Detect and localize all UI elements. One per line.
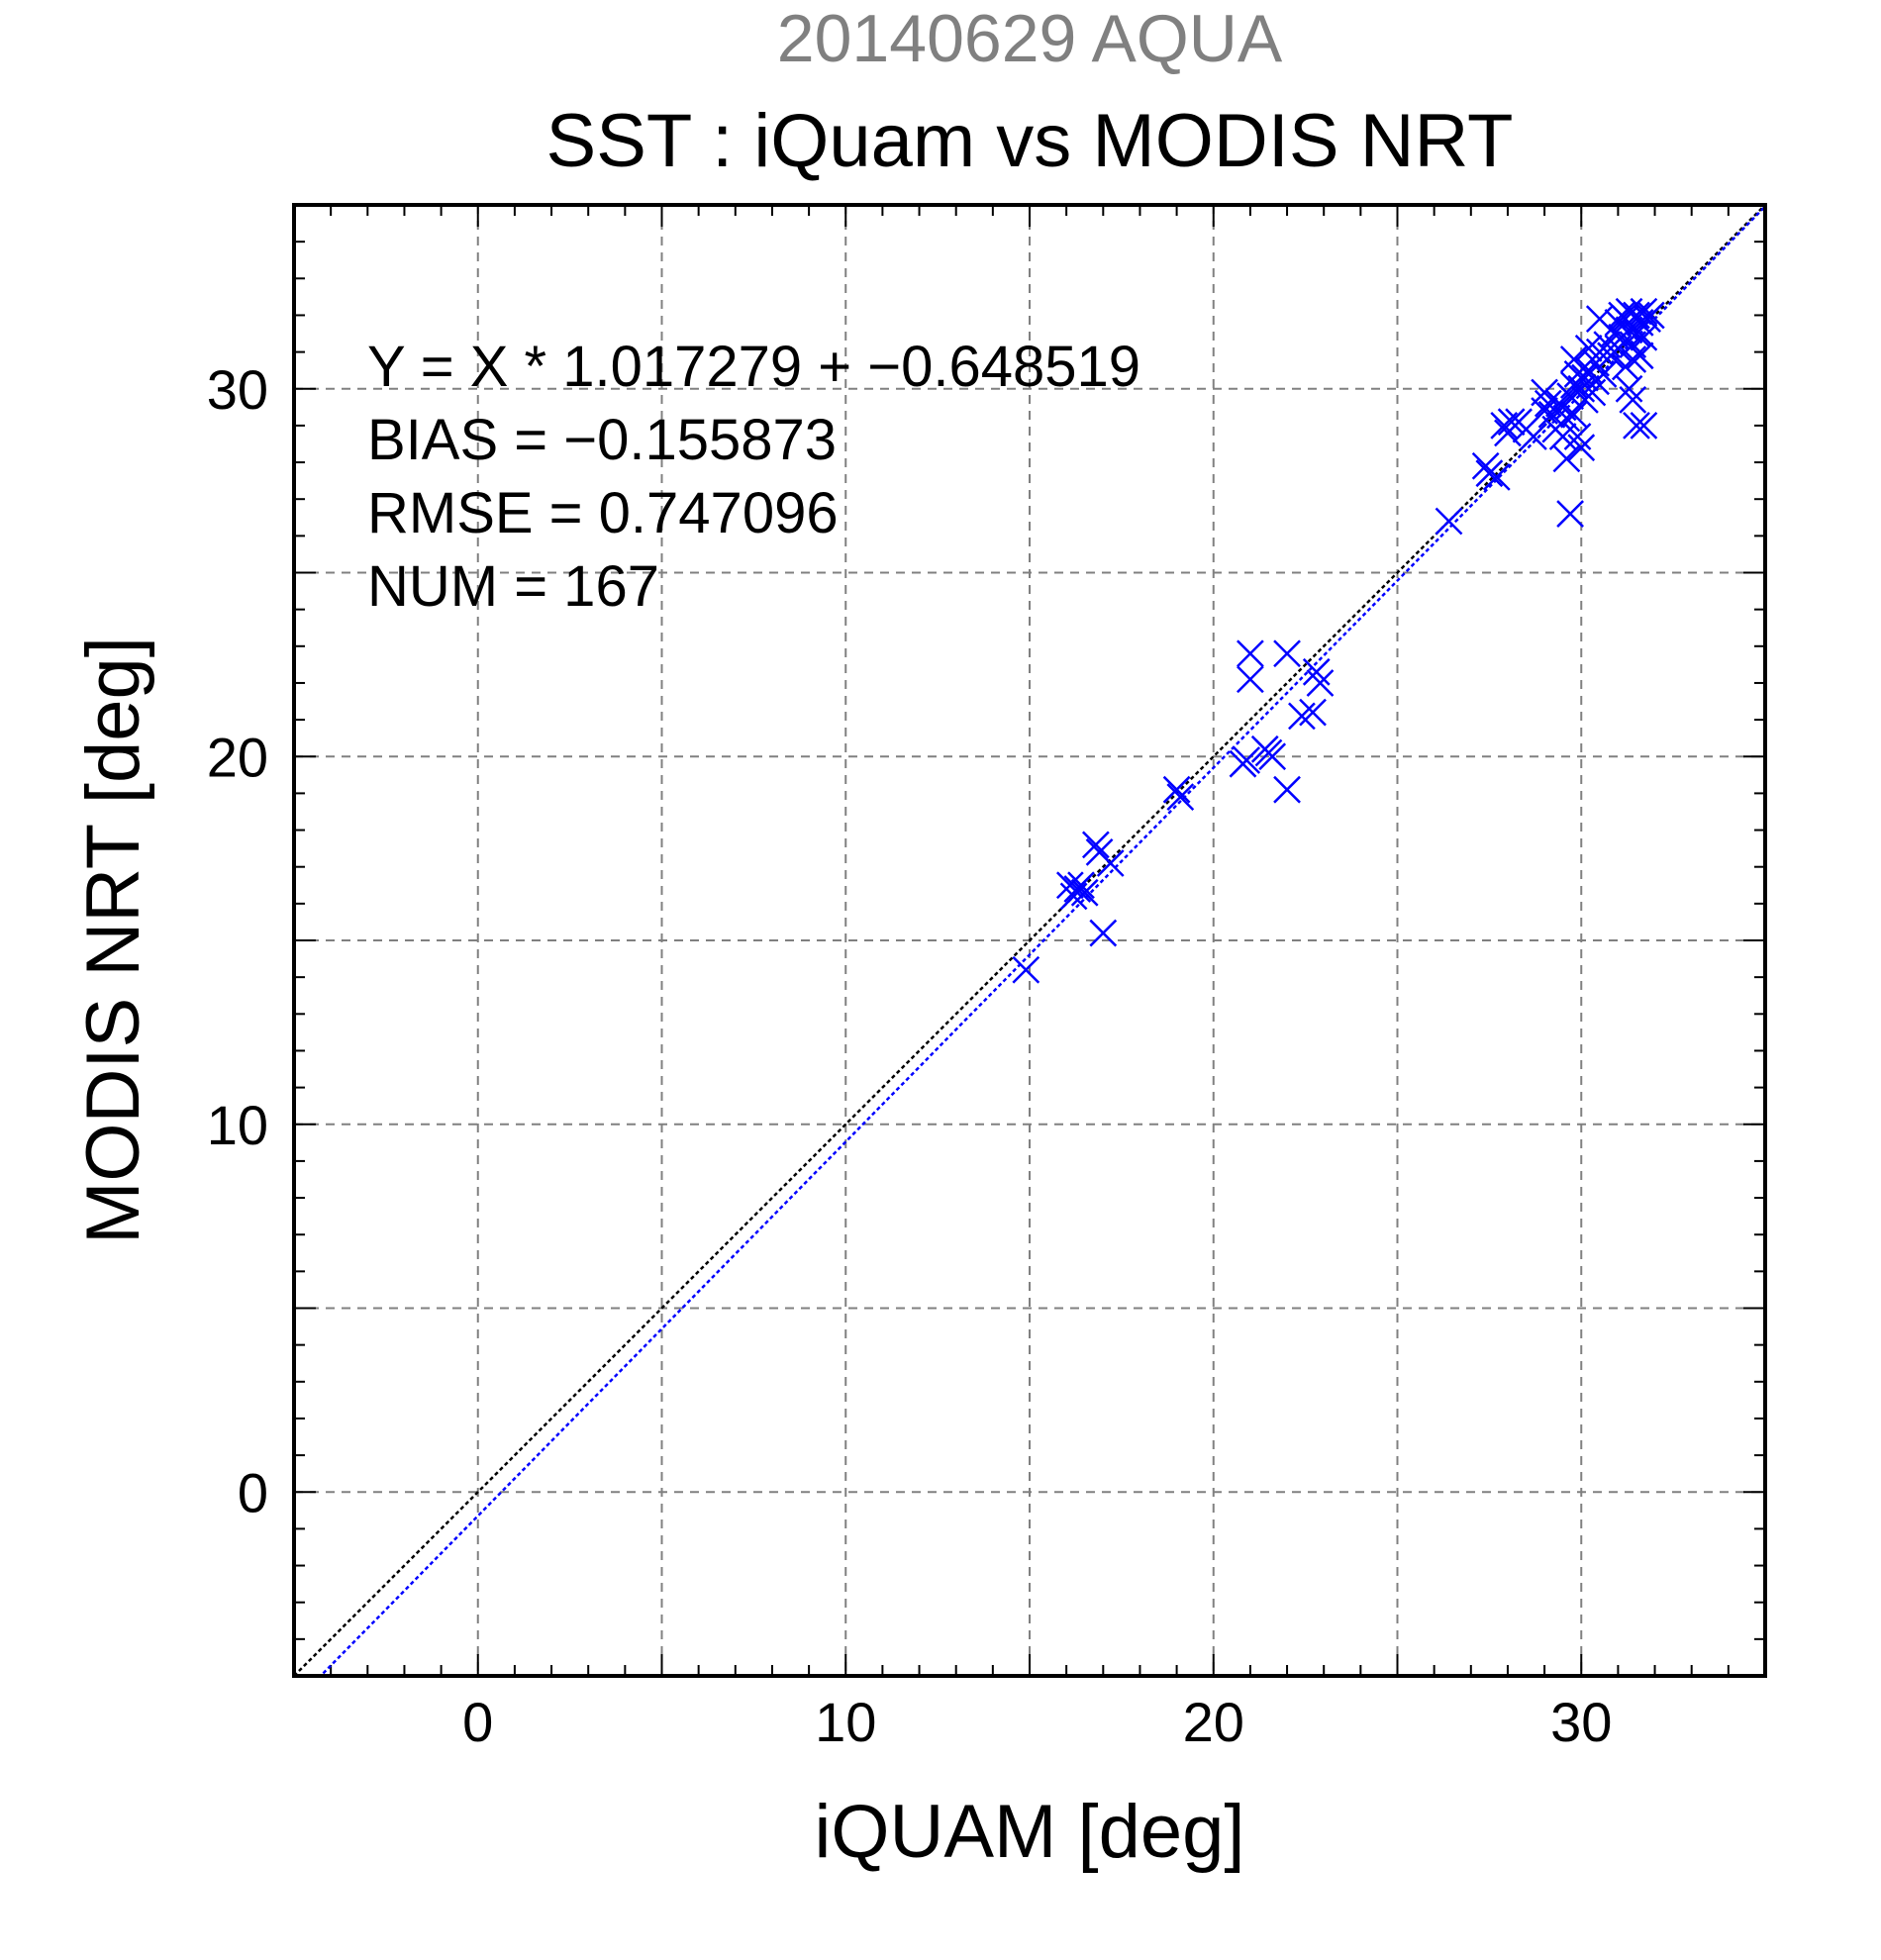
data-point bbox=[1589, 360, 1618, 388]
data-point bbox=[1258, 742, 1287, 771]
data-point bbox=[1520, 423, 1547, 450]
data-point bbox=[1162, 775, 1191, 804]
y-tick-label: 20 bbox=[207, 726, 268, 788]
data-point bbox=[1578, 378, 1607, 407]
data-point bbox=[1626, 342, 1654, 370]
data-point bbox=[1089, 919, 1118, 947]
y-tick-labels: 0 10 20 30 bbox=[207, 358, 268, 1524]
data-point bbox=[1585, 305, 1614, 334]
data-point bbox=[1552, 444, 1581, 473]
data-point bbox=[1435, 507, 1463, 536]
data-point bbox=[1559, 400, 1588, 429]
x-tick-label: 30 bbox=[1550, 1691, 1612, 1753]
y-tick-label: 0 bbox=[238, 1461, 268, 1523]
y-axis-label: MODIS NRT [deg] bbox=[71, 637, 155, 1244]
data-point bbox=[1630, 412, 1658, 440]
grid-lines bbox=[294, 205, 1765, 1676]
data-point bbox=[1619, 386, 1647, 414]
data-point bbox=[1273, 775, 1301, 804]
stats-rmse: RMSE = 0.747096 bbox=[367, 481, 839, 545]
plot-frame bbox=[292, 203, 1767, 1678]
data-point bbox=[1233, 746, 1261, 774]
data-point bbox=[1623, 320, 1650, 347]
data-point bbox=[1556, 500, 1584, 528]
identity-line bbox=[294, 205, 1765, 1676]
data-point bbox=[1288, 702, 1316, 731]
data-point bbox=[1166, 783, 1195, 811]
data-point bbox=[1548, 423, 1577, 450]
data-point bbox=[1306, 669, 1335, 697]
data-point bbox=[1012, 955, 1040, 984]
data-point bbox=[1475, 459, 1504, 488]
data-point bbox=[1630, 323, 1658, 351]
data-points bbox=[1012, 297, 1665, 984]
x-tick-label: 20 bbox=[1183, 1691, 1244, 1753]
data-point bbox=[1059, 882, 1088, 911]
data-point bbox=[1571, 363, 1599, 392]
data-point bbox=[1482, 463, 1511, 491]
y-tick-label: 10 bbox=[207, 1094, 268, 1156]
x-tick-labels: 0 10 20 30 bbox=[462, 1691, 1612, 1753]
data-point bbox=[1630, 297, 1658, 326]
data-point bbox=[1567, 434, 1596, 462]
data-point bbox=[1619, 345, 1647, 373]
stats-fit-equation: Y = X * 1.017279 + −0.648519 bbox=[367, 335, 1140, 399]
reference-lines bbox=[294, 205, 1765, 1676]
data-point bbox=[1497, 408, 1526, 437]
data-point bbox=[1531, 378, 1558, 407]
data-point bbox=[1237, 639, 1264, 668]
data-point bbox=[1299, 698, 1327, 727]
data-point bbox=[1574, 335, 1603, 362]
data-point bbox=[1623, 412, 1650, 440]
regression-line bbox=[319, 205, 1765, 1676]
stats-num: NUM = 167 bbox=[367, 554, 659, 619]
data-point bbox=[1559, 345, 1588, 373]
data-point bbox=[1070, 878, 1099, 907]
data-point bbox=[1081, 831, 1110, 859]
y-tick-label: 30 bbox=[207, 358, 268, 421]
data-point bbox=[1237, 665, 1264, 694]
data-point bbox=[1273, 639, 1301, 668]
x-axis-label: iQUAM [deg] bbox=[814, 1790, 1244, 1874]
x-tick-label: 0 bbox=[462, 1691, 493, 1753]
data-point bbox=[1563, 423, 1592, 450]
stats-box: Y = X * 1.017279 + −0.648519 BIAS = −0.1… bbox=[367, 335, 1140, 619]
chart-subtitle: 20140629 AQUA bbox=[777, 1, 1283, 76]
data-point bbox=[1615, 374, 1643, 403]
x-tick-label: 10 bbox=[815, 1691, 876, 1753]
chart-title: SST : iQuam vs MODIS NRT bbox=[546, 99, 1514, 183]
stats-bias: BIAS = −0.155873 bbox=[367, 408, 837, 472]
data-point bbox=[1302, 657, 1331, 686]
data-point bbox=[1567, 374, 1596, 403]
data-point bbox=[1636, 301, 1665, 330]
data-point bbox=[1055, 871, 1084, 900]
data-point bbox=[1096, 849, 1125, 877]
